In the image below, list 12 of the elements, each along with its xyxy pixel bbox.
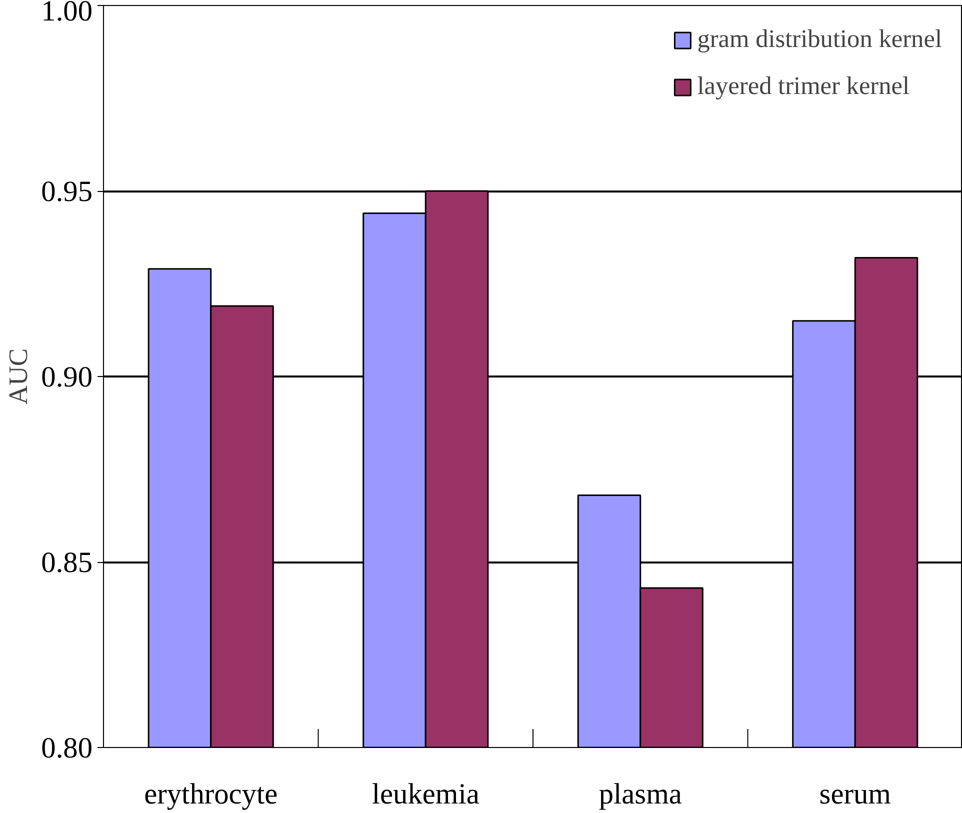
- legend-label: layered trimer kernel: [697, 72, 910, 101]
- y-axis-title: AUC: [3, 348, 34, 405]
- y-tick-label: 0.85: [41, 547, 93, 579]
- x-tick-label: serum: [819, 778, 892, 810]
- y-tick-label: 1.00: [41, 0, 93, 28]
- legend-label: gram distribution kernel: [697, 25, 942, 54]
- y-tick-label: 0.80: [41, 732, 93, 764]
- y-tick-label: 0.90: [41, 362, 93, 394]
- x-tick-label: erythrocyte: [144, 778, 278, 810]
- y-tick-label: 0.95: [41, 176, 93, 208]
- x-tick-label: plasma: [598, 778, 682, 810]
- x-tick-label: leukemia: [372, 778, 480, 810]
